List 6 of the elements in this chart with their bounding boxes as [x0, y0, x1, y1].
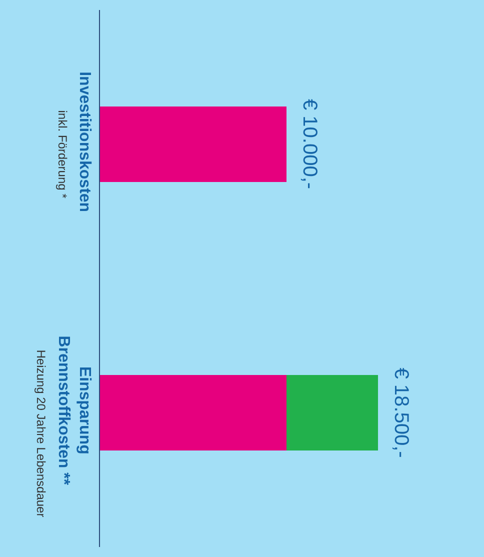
annotation: € 18.500,- — [390, 368, 412, 458]
annotation: € 10.000,- — [298, 98, 321, 190]
text: inkl. Förderung * — [55, 110, 70, 199]
y-tick-label: Investitionskosten — [76, 72, 93, 212]
y-tick-label: Einsparung Brennstoffkosten ** — [55, 336, 93, 486]
text: Heizung 20 Jahre Lebensdauer — [34, 350, 48, 518]
